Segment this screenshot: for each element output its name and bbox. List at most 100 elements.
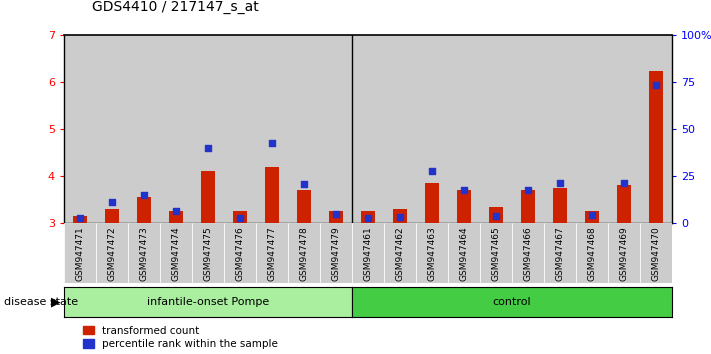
Bar <box>256 35 288 223</box>
Point <box>330 211 341 217</box>
FancyBboxPatch shape <box>256 223 288 283</box>
Point <box>362 216 374 221</box>
Bar <box>648 70 663 223</box>
Point <box>234 216 246 221</box>
Bar <box>201 171 215 223</box>
Bar <box>384 35 416 223</box>
Point <box>618 180 630 186</box>
FancyBboxPatch shape <box>128 223 160 283</box>
Bar <box>616 185 631 223</box>
FancyBboxPatch shape <box>384 223 416 283</box>
FancyBboxPatch shape <box>352 223 384 283</box>
Bar <box>576 35 608 223</box>
Text: GSM947474: GSM947474 <box>171 226 181 281</box>
Text: GSM947465: GSM947465 <box>491 226 501 281</box>
Bar <box>456 190 471 223</box>
Text: GSM947471: GSM947471 <box>75 226 85 281</box>
Text: GSM947477: GSM947477 <box>267 226 277 281</box>
FancyBboxPatch shape <box>512 223 544 283</box>
Bar <box>544 35 576 223</box>
Text: infantile-onset Pompe: infantile-onset Pompe <box>147 297 269 307</box>
Text: GSM947478: GSM947478 <box>299 226 309 281</box>
Bar <box>480 35 512 223</box>
Bar <box>105 209 119 223</box>
FancyBboxPatch shape <box>160 223 192 283</box>
Text: GSM947468: GSM947468 <box>587 226 597 281</box>
FancyBboxPatch shape <box>320 223 352 283</box>
Legend: transformed count, percentile rank within the sample: transformed count, percentile rank withi… <box>83 326 278 349</box>
FancyBboxPatch shape <box>64 223 96 283</box>
Bar <box>128 35 160 223</box>
Bar <box>169 211 183 223</box>
Point <box>427 169 438 174</box>
Bar <box>392 209 407 223</box>
Bar <box>64 35 96 223</box>
Bar <box>264 167 279 223</box>
Bar <box>520 190 535 223</box>
Text: GSM947479: GSM947479 <box>331 226 341 281</box>
Bar <box>96 35 128 223</box>
Bar <box>320 35 352 223</box>
Bar <box>160 35 192 223</box>
Bar <box>288 35 320 223</box>
Point <box>106 199 117 205</box>
Text: GSM947472: GSM947472 <box>107 226 117 281</box>
FancyBboxPatch shape <box>416 223 448 283</box>
Bar <box>232 211 247 223</box>
FancyBboxPatch shape <box>640 223 672 283</box>
Bar <box>360 211 375 223</box>
FancyBboxPatch shape <box>192 223 224 283</box>
Bar <box>608 35 640 223</box>
Bar <box>488 207 503 223</box>
Point <box>75 216 85 221</box>
Bar <box>552 188 567 223</box>
Text: disease state: disease state <box>4 297 77 307</box>
Bar <box>448 35 480 223</box>
Text: GSM947469: GSM947469 <box>619 226 629 281</box>
FancyBboxPatch shape <box>480 223 512 283</box>
Point <box>299 181 310 187</box>
Point <box>266 141 277 146</box>
Bar <box>192 35 224 223</box>
Bar <box>512 35 544 223</box>
Bar <box>224 35 256 223</box>
Point <box>170 209 181 214</box>
Text: GDS4410 / 217147_s_at: GDS4410 / 217147_s_at <box>92 0 260 14</box>
FancyBboxPatch shape <box>608 223 640 283</box>
Text: GSM947473: GSM947473 <box>139 226 149 281</box>
Point <box>586 212 597 217</box>
Point <box>202 145 213 151</box>
FancyBboxPatch shape <box>576 223 608 283</box>
Text: GSM947475: GSM947475 <box>203 226 213 281</box>
Text: ▶: ▶ <box>51 295 61 308</box>
Bar <box>328 211 343 223</box>
Point <box>458 187 469 193</box>
Point <box>554 180 565 186</box>
Bar <box>424 183 439 223</box>
FancyBboxPatch shape <box>288 223 320 283</box>
Text: GSM947462: GSM947462 <box>395 226 405 281</box>
Text: GSM947464: GSM947464 <box>459 226 469 281</box>
Point <box>650 82 661 87</box>
Point <box>490 213 501 219</box>
Text: GSM947463: GSM947463 <box>427 226 437 281</box>
FancyBboxPatch shape <box>448 223 480 283</box>
Text: control: control <box>493 297 531 307</box>
FancyBboxPatch shape <box>544 223 576 283</box>
Point <box>522 187 533 193</box>
FancyBboxPatch shape <box>224 223 256 283</box>
Text: GSM947461: GSM947461 <box>363 226 373 281</box>
Bar <box>352 35 384 223</box>
Bar <box>296 190 311 223</box>
Bar <box>640 35 672 223</box>
Bar <box>416 35 448 223</box>
Text: GSM947470: GSM947470 <box>651 226 661 281</box>
Text: GSM947467: GSM947467 <box>555 226 565 281</box>
Point <box>138 192 149 198</box>
Text: GSM947476: GSM947476 <box>235 226 245 281</box>
Text: GSM947466: GSM947466 <box>523 226 533 281</box>
Bar <box>584 211 599 223</box>
Point <box>394 215 405 220</box>
Bar <box>137 197 151 223</box>
FancyBboxPatch shape <box>96 223 128 283</box>
